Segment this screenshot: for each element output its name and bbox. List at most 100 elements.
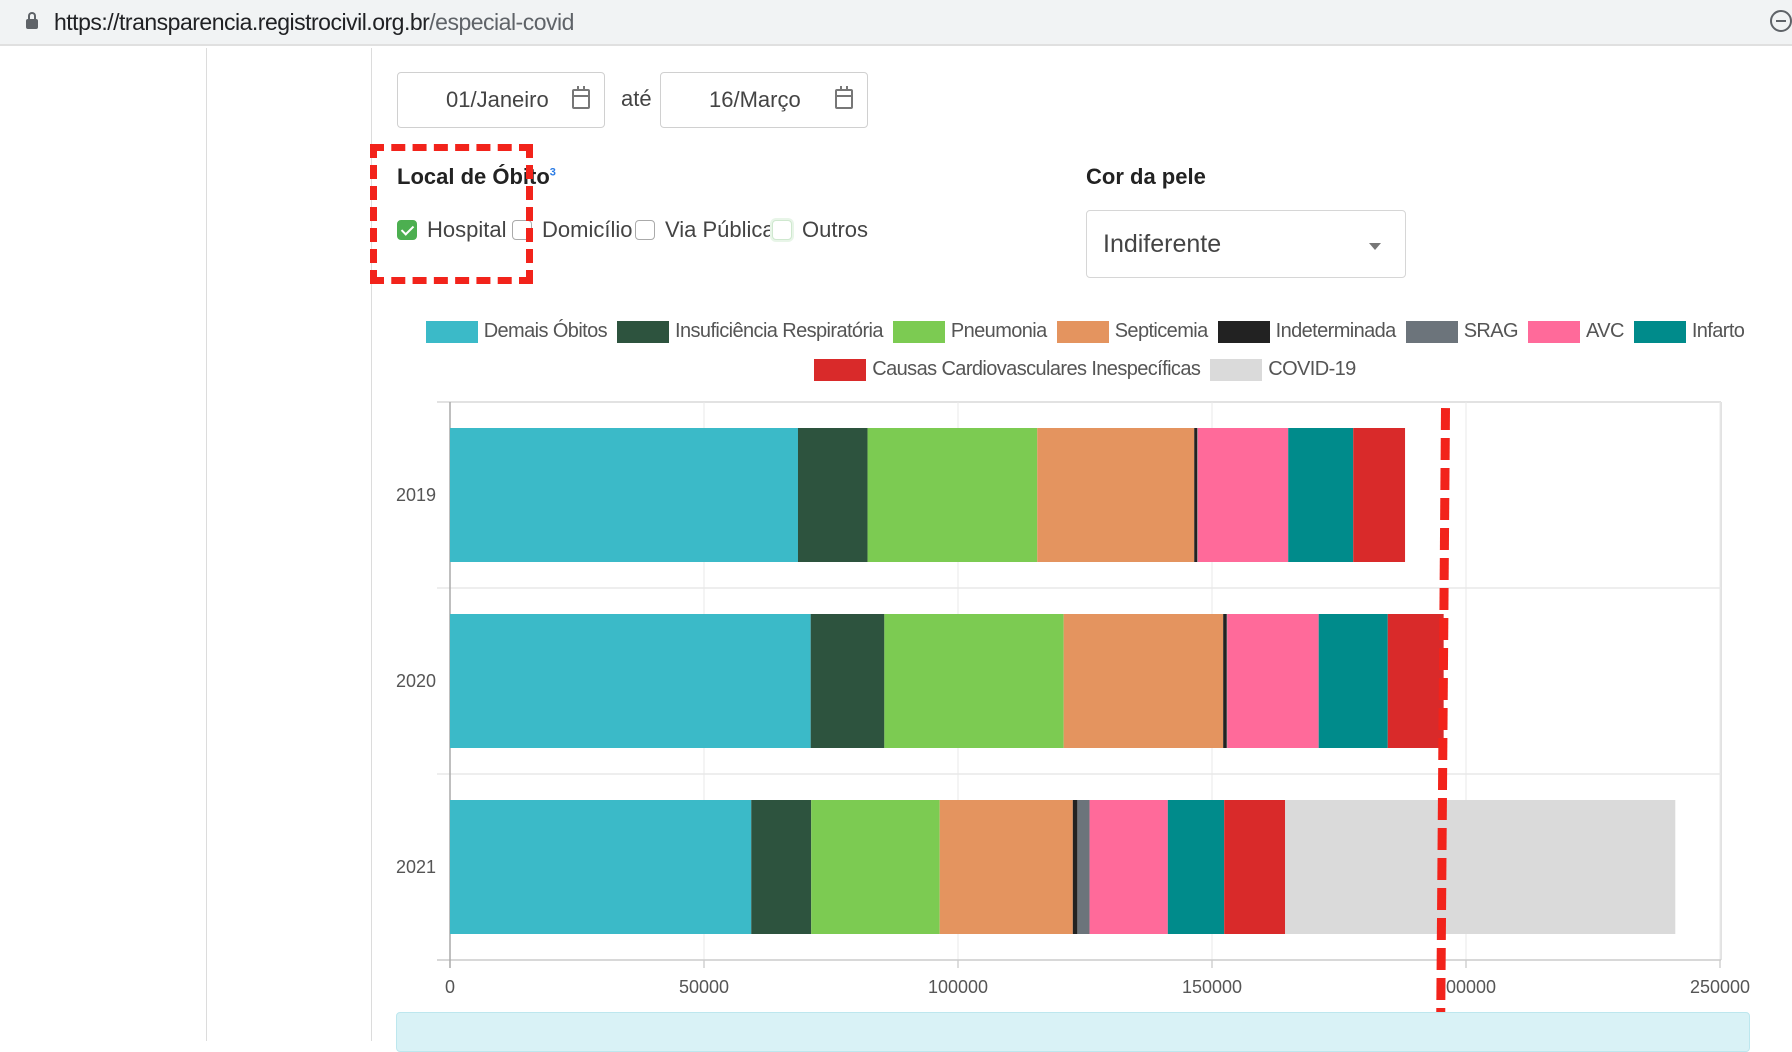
legend-item[interactable]: Causas Cardiovasculares Inespecíficas (814, 358, 1201, 381)
url-text[interactable]: https://transparencia.registrocivil.org.… (54, 9, 574, 36)
legend-item[interactable]: Infarto (1633, 320, 1745, 343)
x-tick-label: 150000 (1182, 977, 1242, 997)
checkbox-hospital-box[interactable] (397, 220, 417, 240)
bar-segment (450, 428, 798, 562)
date-separator: até (621, 86, 652, 111)
checkbox-via-publica-box[interactable] (635, 220, 655, 240)
date-to-value: 16/Março (709, 87, 801, 112)
bar-segment (797, 428, 868, 562)
bar-segment (1226, 614, 1228, 748)
bar-segment (1063, 614, 1224, 748)
bar-segment (1387, 614, 1444, 748)
legend-label: Pneumonia (950, 320, 1047, 342)
legend-item[interactable]: Demais Óbitos (425, 320, 608, 343)
legend-swatch (1633, 320, 1686, 343)
lock-icon (26, 12, 38, 30)
legend-item[interactable]: Pneumonia (892, 320, 1047, 343)
legend-label: Insuficiência Respiratória (675, 320, 883, 342)
legend-item[interactable]: AVC (1527, 320, 1624, 343)
checkbox-outros-box[interactable] (772, 220, 792, 240)
bar-segment (1077, 800, 1090, 934)
legend-swatch (814, 358, 867, 381)
bar-segment (1072, 800, 1078, 934)
legend-item[interactable]: SRAG (1405, 320, 1519, 343)
content-divider-left (371, 48, 372, 1041)
date-from-field[interactable]: 01/Janeiro (397, 72, 605, 128)
url-host: https://transparencia.registrocivil.org.… (54, 9, 430, 35)
legend-swatch (1217, 320, 1270, 343)
legend-item[interactable]: Septicemia (1056, 320, 1209, 343)
footnote-link[interactable]: 3 (549, 166, 556, 179)
x-tick-label: 250000 (1690, 977, 1750, 997)
y-tick-label: 2020 (396, 671, 436, 691)
bar-segment (450, 614, 811, 748)
bar-segment (751, 800, 812, 934)
legend-item[interactable]: Indeterminada (1217, 320, 1397, 343)
checkbox-domicilio-label: Domicílio (542, 217, 633, 242)
chart-legend: Demais Óbitos Insuficiência Respiratória P… (370, 320, 1792, 390)
legend-label: COVID-19 (1268, 358, 1356, 380)
bar-segment (1167, 800, 1225, 934)
legend-swatch (1405, 320, 1458, 343)
bar-segment (811, 800, 940, 934)
date-from-value: 01/Janeiro (446, 87, 549, 112)
checkbox-hospital-label: Hospital (427, 217, 507, 242)
legend-swatch (617, 320, 670, 343)
x-tick-label: 100000 (928, 977, 988, 997)
legend-item[interactable]: COVID-19 (1210, 358, 1356, 381)
bar-segment (810, 614, 885, 748)
info-alert-box (396, 1012, 1750, 1052)
annotation-highlight-box (370, 144, 533, 284)
cor-da-pele-select[interactable]: Indiferente (1086, 210, 1406, 278)
zoom-out-icon[interactable] (1770, 10, 1792, 32)
bar-segment (1353, 428, 1406, 562)
calendar-icon[interactable] (572, 86, 590, 109)
local-obito-label-text: Local de Óbito (397, 164, 550, 189)
legend-swatch (892, 320, 945, 343)
legend-row: Demais Óbitos Insuficiência Respiratória P… (370, 320, 1792, 343)
stacked-bar-chart: 0 50000 100000 150000 200000 250000 2019 2020 20… (396, 401, 1750, 997)
cor-da-pele-label: Cor da pele (1086, 164, 1206, 189)
legend-label: Infarto (1691, 320, 1745, 342)
url-path: /especial-covid (429, 9, 574, 35)
x-tick-label: 50000 (679, 977, 729, 997)
x-tick-label: 0 (445, 977, 455, 997)
legend-label: Causas Cardiovasculares Inespecíficas (872, 358, 1201, 380)
legend-swatch (1210, 358, 1263, 381)
y-tick-label: 2021 (396, 857, 436, 877)
bar-segment (939, 800, 1073, 934)
legend-label: Demais Óbitos (483, 320, 608, 342)
local-obito-label: Local de Óbito3 (397, 164, 556, 190)
bar-segment (1318, 614, 1388, 748)
bar-segment (884, 614, 1064, 748)
legend-label: AVC (1585, 320, 1624, 342)
legend-label: SRAG (1463, 320, 1519, 342)
browser-address-bar[interactable]: https://transparencia.registrocivil.org.… (0, 0, 1792, 46)
bar-segment (867, 428, 1038, 562)
legend-swatch (1527, 320, 1580, 343)
calendar-icon[interactable] (835, 86, 853, 109)
bar-segment (1223, 614, 1227, 748)
legend-swatch (425, 320, 478, 343)
bar-segment (1285, 800, 1676, 934)
page-divider-left (206, 48, 207, 1041)
checkbox-via-publica[interactable]: Via Pública (635, 216, 775, 244)
bar-segment (450, 800, 752, 934)
legend-label: Septicemia (1114, 320, 1209, 342)
bar-segment (1288, 428, 1354, 562)
checkbox-via-publica-label: Via Pública (665, 217, 775, 242)
legend-item[interactable]: Insuficiência Respiratória (617, 320, 883, 343)
checkbox-outros-label: Outros (802, 217, 869, 242)
bar-segment (1194, 428, 1198, 562)
date-to-field[interactable]: 16/Março (660, 72, 868, 128)
checkbox-hospital[interactable]: Hospital (397, 216, 506, 244)
bar-segment (1037, 428, 1195, 562)
cor-da-pele-value: Indiferente (1103, 230, 1222, 258)
y-tick-label: 2019 (396, 485, 436, 505)
bar-segment (1227, 614, 1319, 748)
checkbox-outros[interactable]: Outros (772, 216, 868, 244)
legend-row: Causas Cardiovasculares Inespecíficas COV… (370, 358, 1792, 381)
chevron-down-icon[interactable] (1369, 243, 1381, 250)
legend-label: Indeterminada (1275, 320, 1397, 342)
bar-segment (1197, 428, 1289, 562)
